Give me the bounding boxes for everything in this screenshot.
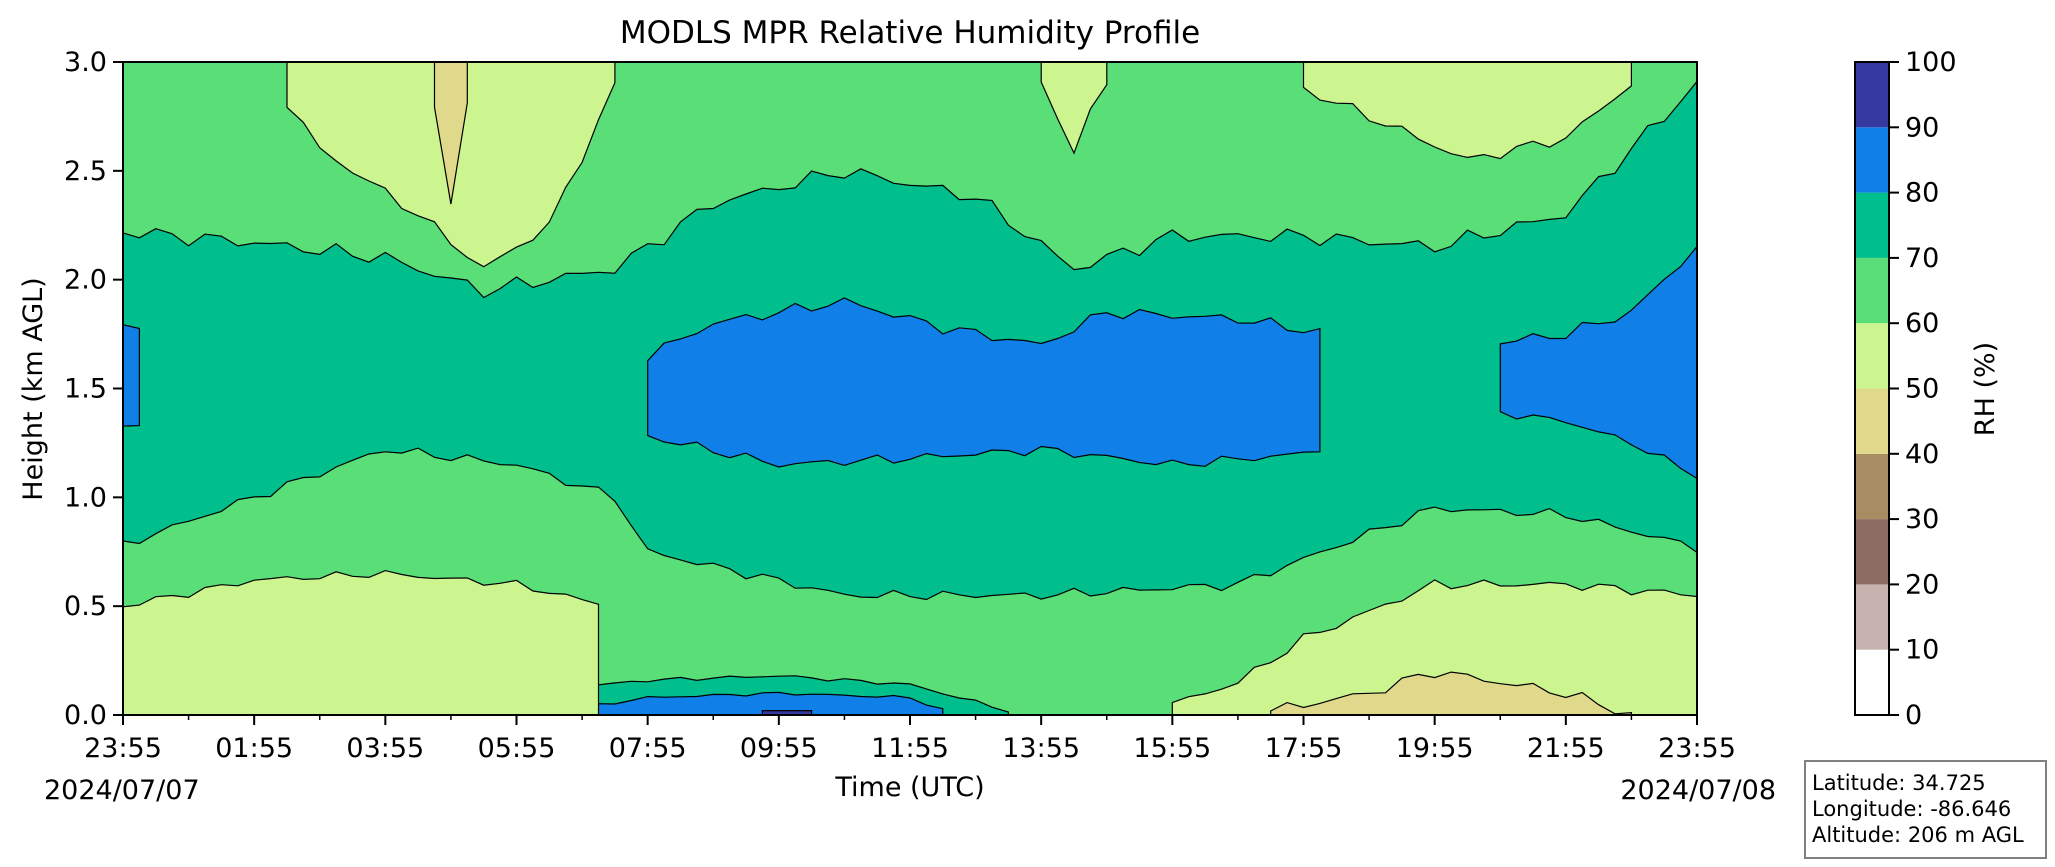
- x-tick-label: 01:55: [215, 733, 293, 764]
- colorbar-swatch: [1855, 192, 1889, 258]
- rh-band-50-60-low-left: [123, 569, 600, 715]
- colorbar-tick-label: 30: [1905, 504, 1939, 535]
- x-tick-label: 13:55: [1002, 733, 1080, 764]
- start-date-label: 2024/07/07: [44, 775, 200, 806]
- x-tick-label: 21:55: [1527, 733, 1605, 764]
- colorbar-tick-label: 10: [1905, 635, 1939, 666]
- colorbar-swatch: [1855, 388, 1889, 454]
- x-tick-label: 23:55: [1658, 733, 1736, 764]
- chart-title: MODLS MPR Relative Humidity Profile: [620, 15, 1200, 51]
- x-axis: 23:55 01:55 03:55 05:55 07:55 09:55 11:55 13:55…: [84, 715, 1736, 764]
- rh-band-80-90-c: [1499, 245, 1697, 480]
- colorbar-swatch: [1855, 453, 1889, 520]
- rh-contour-bands: [123, 62, 1697, 715]
- y-tick-label: 0.5: [64, 591, 107, 622]
- y-tick-label: 1.5: [64, 374, 107, 405]
- colorbar-tick-label: 70: [1905, 243, 1939, 274]
- colorbar-swatch: [1855, 584, 1889, 650]
- x-tick-label: 11:55: [871, 733, 949, 764]
- x-tick-label: 23:55: [84, 733, 162, 764]
- y-tick-label: 0.0: [64, 700, 107, 731]
- latitude-text: Latitude: 34.725: [1812, 771, 1986, 795]
- colorbar-tick-label: 80: [1905, 178, 1939, 209]
- colorbar-swatch: [1855, 323, 1889, 389]
- end-date-label: 2024/07/08: [1620, 775, 1776, 806]
- colorbar-label: RH (%): [1970, 342, 2001, 436]
- station-info-box: Latitude: 34.725 Longitude: -86.646 Alti…: [1804, 760, 2047, 859]
- colorbar-tick-label: 90: [1905, 112, 1939, 143]
- colorbar-tick-label: 0: [1905, 700, 1922, 731]
- rh-band-50-60-top-right: [1302, 62, 1632, 160]
- x-tick-label: 17:55: [1265, 733, 1343, 764]
- colorbar-tick-label: 100: [1905, 47, 1957, 78]
- colorbar: 0 10 20 30 40 50 60 70 80 90 100: [1854, 47, 1957, 731]
- colorbar-swatch: [1855, 257, 1889, 324]
- x-tick-label: 07:55: [609, 733, 687, 764]
- rh-band-80-90-surface: [548, 691, 944, 715]
- rh-band-80-90-a: [123, 324, 140, 427]
- x-tick-label: 19:55: [1396, 733, 1474, 764]
- y-axis-label: Height (km AGL): [18, 277, 49, 500]
- colorbar-swatch: [1855, 62, 1889, 128]
- x-tick-label: 15:55: [1133, 733, 1211, 764]
- colorbar-tick-label: 50: [1905, 374, 1939, 405]
- rh-band-40-50-top: [433, 62, 468, 205]
- y-tick-label: 1.0: [64, 482, 107, 513]
- y-tick-label: 2.5: [64, 156, 107, 187]
- y-tick-label: 2.0: [64, 265, 107, 296]
- colorbar-swatch: [1855, 649, 1889, 715]
- colorbar-tick-label: 20: [1905, 569, 1939, 600]
- x-tick-label: 05:55: [478, 733, 556, 764]
- colorbar-tick-label: 40: [1905, 439, 1939, 470]
- x-tick-label: 09:55: [740, 733, 818, 764]
- rh-band-40-50-low-right: [1270, 671, 1632, 715]
- rh-band-80-90-b: [647, 297, 1321, 468]
- x-tick-label: 03:55: [346, 733, 424, 764]
- colorbar-swatch: [1855, 519, 1889, 585]
- y-tick-label: 3.0: [64, 47, 107, 78]
- rh-band-50-60-top-mid: [1040, 62, 1108, 155]
- info-box-frame: [1804, 760, 2047, 859]
- rh-band-50-60-low-right: [1171, 579, 1697, 715]
- x-axis-label: Time (UTC): [834, 772, 984, 803]
- longitude-text: Longitude: -86.646: [1812, 797, 2011, 821]
- colorbar-swatch: [1855, 127, 1889, 193]
- colorbar-tick-label: 60: [1905, 308, 1939, 339]
- altitude-text: Altitude: 206 m AGL: [1812, 823, 2024, 847]
- plot-area: [123, 62, 1697, 715]
- y-axis: 0.0 0.5 1.0 1.5 2.0 2.5 3.0: [64, 47, 123, 731]
- rh-band-90-100-surface: [761, 710, 813, 715]
